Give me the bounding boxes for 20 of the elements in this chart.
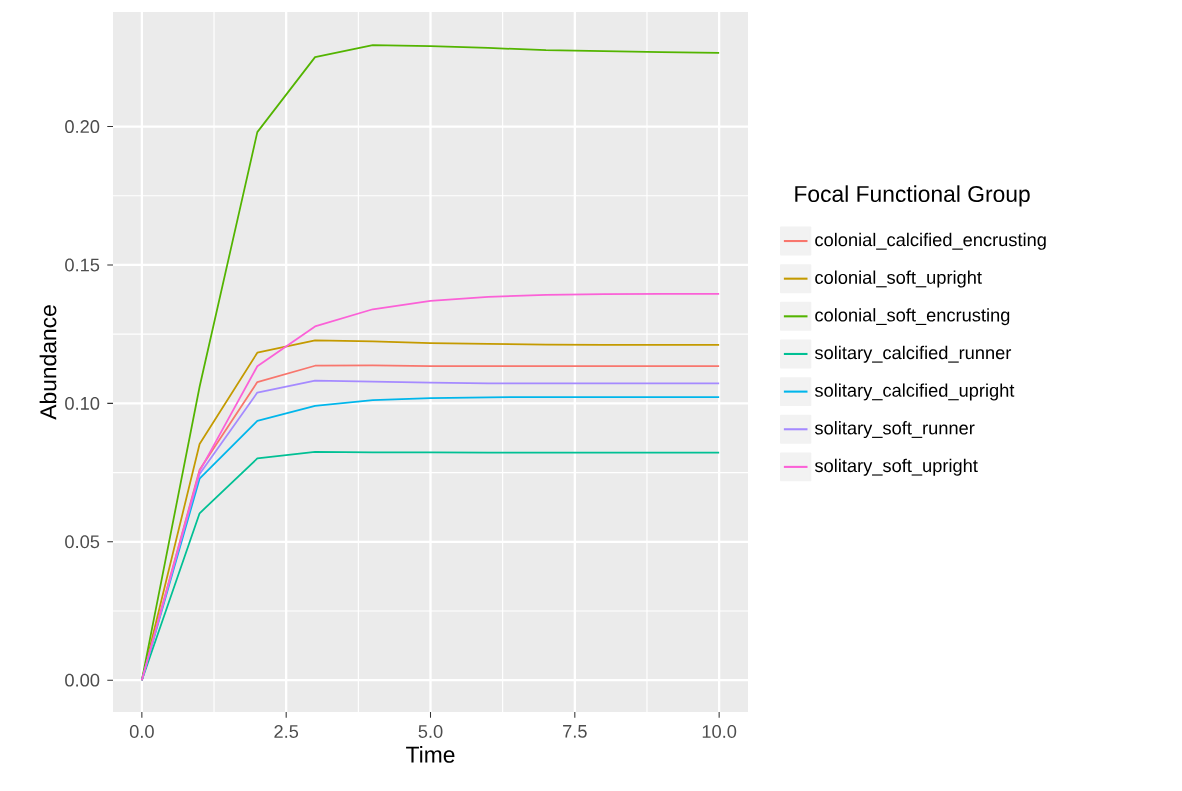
y-tick-label: 0.05 [65,535,100,549]
y-tick-label: 0.15 [65,258,100,272]
legend-label: solitary_calcified_upright [814,383,1015,401]
y-tick-label: 0.10 [65,396,100,410]
y-axis-title: Abundance [39,305,57,420]
legend-title: Focal Functional Group [795,185,1030,207]
y-tick-label: 0.20 [65,120,100,134]
y-tick-label: 0.00 [65,673,100,687]
x-tick-label: 5.0 [418,725,443,738]
x-tick-label: 7.5 [563,725,587,738]
x-tick-label: 2.5 [274,725,299,738]
legend-label: colonial_calcified_encrusting [815,232,1046,250]
legend-label: solitary_soft_runner [814,421,975,439]
x-axis-title: Time [406,746,455,763]
legend-label: solitary_calcified_runner [814,345,1012,363]
legend-label: solitary_soft_upright [814,458,978,476]
legend-label: colonial_soft_upright [815,270,982,288]
x-tick-label: 10.0 [702,725,737,738]
x-tick-label: 0.0 [129,725,154,738]
legend-label: colonial_soft_encrusting [815,308,1010,326]
